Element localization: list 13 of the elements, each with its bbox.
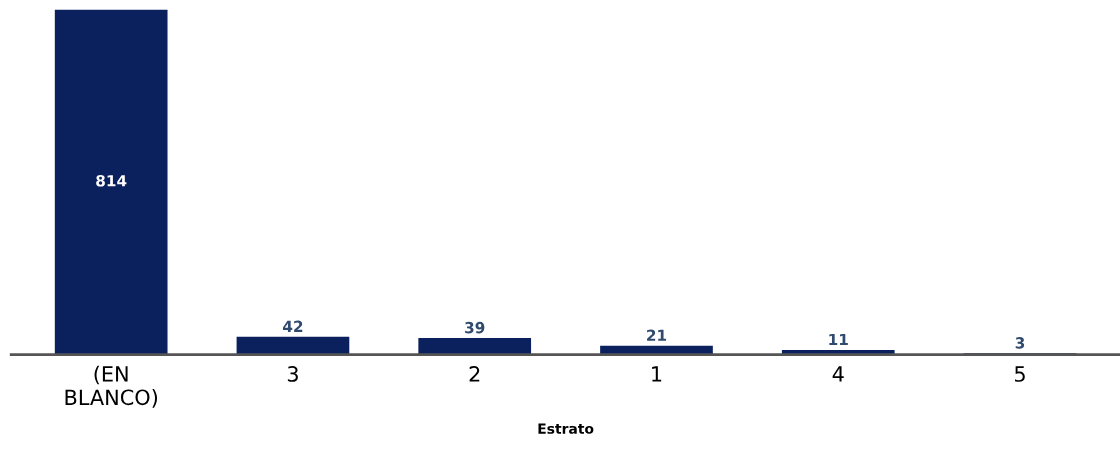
data-label: 39 — [465, 321, 485, 334]
data-label: 814 — [96, 174, 127, 187]
x-tick-label: (EN BLANCO) — [65, 365, 158, 408]
data-label: 42 — [283, 320, 303, 332]
x-tick-label: 5 — [1015, 366, 1025, 382]
x-tick-label: 1 — [652, 366, 662, 382]
data-label: 3 — [1015, 337, 1025, 349]
data-label: 11 — [829, 333, 848, 346]
x-tick-label: 4 — [832, 366, 844, 382]
data-label: 21 — [647, 329, 667, 341]
x-tick-label: 2 — [469, 366, 480, 382]
x-axis-title: Estrato — [538, 423, 594, 434]
x-tick-label: 3 — [287, 366, 298, 382]
